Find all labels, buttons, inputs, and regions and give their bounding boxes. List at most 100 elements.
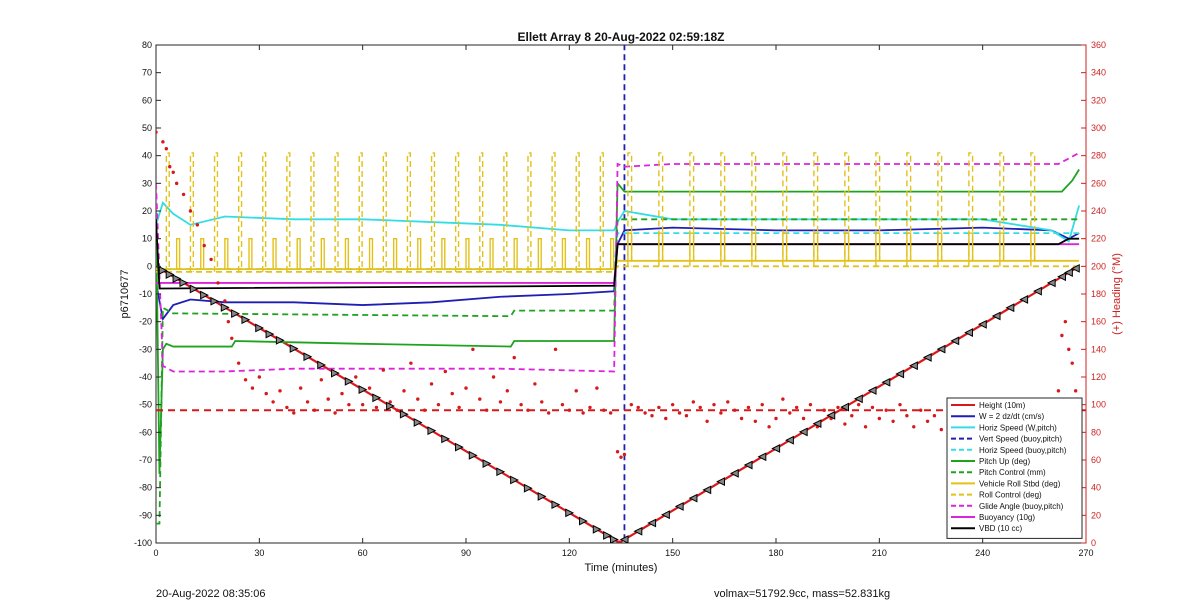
climb-marker (757, 452, 767, 462)
heading-point (788, 411, 792, 415)
footer-vehicle-params: volmax=51792.9cc, mass=52.831kg (714, 588, 891, 600)
heading-point (619, 455, 623, 459)
heading-point (450, 391, 454, 396)
dive-marker (303, 352, 313, 362)
heading-point (195, 223, 200, 227)
heading-point (691, 400, 696, 404)
heading-point (464, 386, 468, 390)
chart-title: Ellett Array 8 20-Aug-2022 02:59:18Z (518, 30, 725, 44)
heading-point (264, 391, 268, 396)
heading-point (285, 405, 289, 410)
heading-point (898, 402, 902, 407)
dive-marker (220, 303, 230, 312)
y-axis-label-right: (+) Heading (°M) (1111, 253, 1123, 335)
heading-point (615, 450, 620, 454)
roll-control-spikes-ascent (627, 152, 1036, 267)
heading-point (560, 402, 565, 407)
x-tick-label: 90 (461, 548, 471, 558)
heading-point (643, 411, 647, 415)
dive-marker (189, 284, 199, 294)
y-tick-label-left: 50 (142, 123, 152, 133)
heading-point (443, 369, 448, 374)
heading-point (471, 347, 475, 352)
heading-point (505, 389, 510, 393)
y-tick-label-right: 40 (1091, 483, 1101, 493)
heading-point (164, 147, 169, 151)
heading-point (174, 181, 179, 186)
dive-marker (386, 401, 395, 411)
heading-point (409, 361, 413, 365)
x-tick-label: 210 (872, 548, 887, 558)
dive-marker (482, 459, 492, 468)
heading-point (836, 405, 840, 410)
dive-marker (455, 442, 464, 452)
y-tick-label-left: 0 (147, 261, 152, 271)
climb-marker (867, 386, 877, 395)
heading-point (491, 375, 496, 379)
x-tick-label: 180 (768, 548, 783, 558)
heading-point (340, 391, 344, 396)
heading-point (1060, 333, 1064, 338)
heading-point (877, 416, 882, 421)
legend-label: Glide Angle (buoy,pitch) (979, 502, 1064, 511)
heading-point (719, 411, 723, 415)
series-line-w-2-dz-dt-cm-s (156, 226, 1080, 322)
dive-marker (255, 323, 265, 333)
climb-marker (1019, 295, 1029, 304)
dive-marker (537, 492, 547, 501)
heading-point (870, 405, 875, 410)
y-tick-label-left: 70 (142, 68, 152, 78)
climb-marker (895, 369, 905, 379)
heading-point (657, 405, 661, 410)
y-tick-label-left: 20 (142, 206, 152, 216)
climb-marker (702, 485, 712, 495)
axis-layer: 0 30 60 90 120 150 180 210 240 270-100-90-80-70-6… (134, 40, 1106, 558)
y-tick-label-left: 40 (142, 151, 152, 161)
heading-point (650, 414, 654, 418)
climb-marker (688, 493, 698, 503)
y-tick-label-left: -80 (139, 483, 152, 493)
series-line-vbd-10-cc (156, 219, 1080, 290)
heading-point (457, 405, 461, 410)
y-tick-label-left: 30 (142, 178, 152, 188)
legend: Height (10m) W = 2 dz/dt (cm/s) Horiz Spee… (946, 397, 1083, 539)
heading-point (843, 422, 847, 426)
y-tick-label-left: -60 (139, 427, 152, 437)
dive-marker (317, 360, 327, 370)
series-line-glide-angle-buoy-pitch (156, 152, 1080, 373)
heading-point (498, 400, 503, 404)
dive-marker (399, 409, 409, 419)
climb-marker (812, 419, 822, 429)
heading-point (884, 408, 888, 412)
y-tick-label-right: 180 (1091, 289, 1106, 299)
heading-point (925, 419, 930, 423)
dive-marker (289, 344, 299, 353)
y-tick-label-right: 340 (1091, 68, 1106, 78)
heading-point (1063, 319, 1068, 324)
climb-marker (647, 518, 657, 528)
dive-marker (592, 524, 602, 534)
dive-marker (523, 483, 533, 493)
heading-point (250, 386, 255, 390)
dive-marker (413, 418, 423, 427)
dive-marker (427, 426, 437, 436)
chart-svg: 0 30 60 90 120 150 180 210 240 270-100-90-80-70-6… (119, 30, 1123, 574)
x-tick-label: 0 (153, 548, 158, 558)
legend-label: Vehicle Roll Stbd (deg) (979, 479, 1061, 488)
heading-point (1056, 389, 1061, 393)
y-tick-label-right: 100 (1091, 400, 1106, 410)
heading-point (1067, 347, 1071, 352)
heading-point (540, 400, 544, 404)
dive-marker (179, 278, 189, 288)
dive-marker (200, 290, 209, 300)
climb-marker (977, 319, 987, 329)
heading-point (533, 382, 537, 386)
heading-point (381, 368, 386, 372)
dive-marker (210, 296, 220, 306)
dive-marker (610, 535, 619, 543)
legend-label: Height (10m) (979, 401, 1026, 410)
footer-timestamp: 20-Aug-2022 08:35:06 (156, 588, 266, 600)
heading-point (774, 416, 778, 421)
climb-marker (936, 344, 946, 354)
heading-point (202, 243, 206, 248)
